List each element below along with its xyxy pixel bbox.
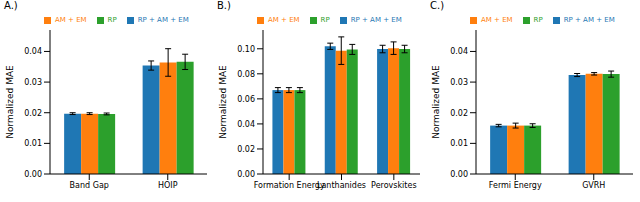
svg-text:0.04: 0.04 bbox=[237, 120, 255, 129]
svg-text:Formation Energy: Formation Energy bbox=[254, 181, 325, 190]
svg-text:0.10: 0.10 bbox=[237, 45, 255, 54]
html-text:RP: RP bbox=[320, 16, 330, 24]
svg-text:0.06: 0.06 bbox=[237, 95, 255, 104]
html-text:RP + AM + EM: RP + AM + EM bbox=[137, 16, 189, 24]
svg-text:0.04: 0.04 bbox=[450, 47, 468, 56]
svg-text:Lanthanides: Lanthanides bbox=[317, 181, 366, 190]
svg-text:0.03: 0.03 bbox=[450, 78, 468, 87]
svg-text:0.01: 0.01 bbox=[24, 139, 42, 148]
html-text:RP: RP bbox=[533, 16, 543, 24]
svg-text:0.02: 0.02 bbox=[24, 109, 42, 118]
svg-text:HOIP: HOIP bbox=[158, 181, 178, 190]
svg-text:0.00: 0.00 bbox=[24, 170, 42, 179]
html-text:A.): A.) bbox=[4, 0, 18, 11]
svg-text:0.03: 0.03 bbox=[24, 78, 42, 87]
svg-text:0.02: 0.02 bbox=[450, 109, 468, 118]
html-text:AM + EM: AM + EM bbox=[481, 16, 513, 24]
svg-text:0.00: 0.00 bbox=[237, 170, 255, 179]
svg-text:Band Gap: Band Gap bbox=[70, 181, 109, 190]
svg-text:0.08: 0.08 bbox=[237, 70, 255, 79]
svg-text:0.04: 0.04 bbox=[24, 47, 42, 56]
svg-text:Fermi Energy: Fermi Energy bbox=[489, 181, 542, 190]
svg-text:GVRH: GVRH bbox=[582, 181, 605, 190]
html-text:B.): B.) bbox=[217, 0, 231, 11]
html-text:AM + EM: AM + EM bbox=[55, 16, 87, 24]
html-text:RP + AM + EM: RP + AM + EM bbox=[350, 16, 402, 24]
svg-text:Normalized MAE: Normalized MAE bbox=[8, 65, 15, 139]
svg-text:Perovskites: Perovskites bbox=[371, 181, 416, 190]
html-text:C.): C.) bbox=[430, 0, 445, 11]
svg-text:0.00: 0.00 bbox=[450, 170, 468, 179]
svg-text:Normalized MAE: Normalized MAE bbox=[218, 65, 228, 139]
svg-text:0.01: 0.01 bbox=[450, 139, 468, 148]
svg-text:Normalized MAE: Normalized MAE bbox=[431, 65, 441, 139]
svg-text:0.02: 0.02 bbox=[237, 145, 255, 154]
html-text:RP + AM + EM: RP + AM + EM bbox=[563, 16, 615, 24]
html-text:RP: RP bbox=[107, 16, 117, 24]
html-text:AM + EM: AM + EM bbox=[268, 16, 300, 24]
